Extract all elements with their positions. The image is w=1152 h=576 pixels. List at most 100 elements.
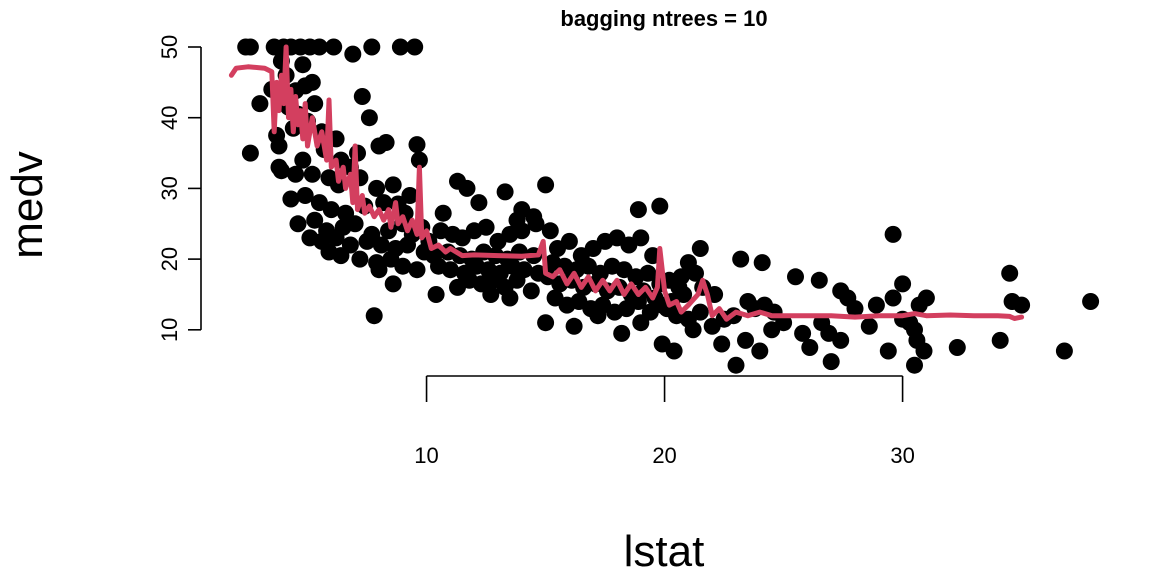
data-point [482, 286, 500, 303]
data-point [287, 165, 305, 183]
data-point [753, 254, 771, 272]
y-axis-title: medv [3, 151, 52, 259]
data-point [822, 353, 840, 371]
y-tick-label: 40 [157, 105, 182, 129]
data-point [406, 38, 424, 56]
data-point [787, 268, 804, 286]
data-point [408, 136, 426, 154]
data-point [537, 176, 555, 194]
data-point [296, 187, 314, 204]
data-point [775, 314, 793, 332]
data-point [906, 356, 923, 374]
x-axis: 10 20 30 [414, 375, 915, 468]
data-point [739, 293, 757, 310]
data-point [377, 134, 395, 151]
data-point [794, 324, 812, 342]
data-point [1055, 342, 1073, 360]
data-point [353, 88, 371, 105]
data-point [294, 56, 312, 74]
data-point [272, 162, 290, 180]
data-point [508, 211, 526, 229]
data-point [327, 229, 345, 247]
data-point [370, 261, 388, 279]
data-point [458, 179, 476, 197]
data-point [441, 261, 459, 279]
y-tick-label: 50 [157, 35, 182, 59]
data-point [915, 342, 933, 360]
data-point [346, 215, 364, 233]
data-point [306, 211, 324, 229]
data-point [241, 38, 259, 56]
data-point [894, 275, 912, 293]
data-point [665, 342, 683, 360]
data-point [684, 321, 702, 339]
data-point [727, 356, 745, 374]
data-point [1013, 296, 1031, 314]
x-tick-label: 10 [414, 443, 438, 468]
data-point [408, 261, 426, 279]
fitted-line [228, 44, 1025, 322]
data-point [1001, 264, 1019, 282]
data-point [860, 317, 878, 335]
data-point [384, 275, 402, 293]
data-point [394, 257, 412, 275]
data-point [713, 335, 731, 353]
data-point [384, 176, 402, 194]
data-point [525, 208, 543, 226]
data-point [363, 38, 381, 56]
data-point [434, 204, 452, 222]
data-point [470, 194, 488, 212]
data-point [296, 77, 314, 95]
data-point [737, 331, 754, 349]
x-tick-label: 20 [652, 443, 676, 468]
data-point [732, 250, 750, 268]
data-point [832, 331, 850, 349]
data-point [303, 165, 321, 183]
data-point [691, 240, 709, 257]
data-point [427, 286, 445, 303]
data-point [401, 187, 419, 204]
data-point [522, 282, 540, 300]
y-tick-label: 10 [157, 318, 182, 342]
data-point [325, 38, 343, 56]
data-point [360, 109, 378, 127]
y-axis: 10 20 30 40 50 [157, 35, 202, 342]
data-point [322, 201, 340, 219]
data-point [344, 45, 362, 63]
data-point [241, 144, 259, 162]
data-point [639, 264, 657, 282]
data-point [306, 95, 324, 113]
data-point [1082, 293, 1100, 310]
data-point [351, 250, 369, 268]
data-point [282, 190, 300, 208]
data-point [675, 286, 693, 303]
data-point [294, 151, 312, 169]
data-point [613, 324, 631, 342]
data-point [537, 314, 555, 332]
data-point [368, 179, 386, 197]
data-point [867, 296, 885, 314]
data-point [501, 289, 519, 307]
chart-title: bagging ntrees = 10 [560, 6, 767, 31]
data-point [541, 222, 559, 240]
data-point [917, 289, 935, 307]
data-point [375, 194, 393, 212]
data-point [477, 218, 495, 236]
data-point [589, 307, 607, 325]
data-point [884, 289, 902, 307]
data-point [751, 342, 769, 360]
data-point [879, 342, 897, 360]
data-point [289, 215, 307, 233]
data-point [801, 339, 819, 356]
x-tick-label: 30 [890, 443, 914, 468]
data-point [372, 236, 390, 254]
data-point [991, 331, 1009, 349]
data-point [365, 307, 383, 325]
data-point [560, 232, 578, 250]
data-point [391, 38, 409, 56]
data-point [358, 232, 376, 250]
data-point [332, 247, 350, 265]
data-point [810, 271, 828, 289]
data-point [410, 151, 428, 169]
x-axis-title: lstat [624, 527, 705, 576]
